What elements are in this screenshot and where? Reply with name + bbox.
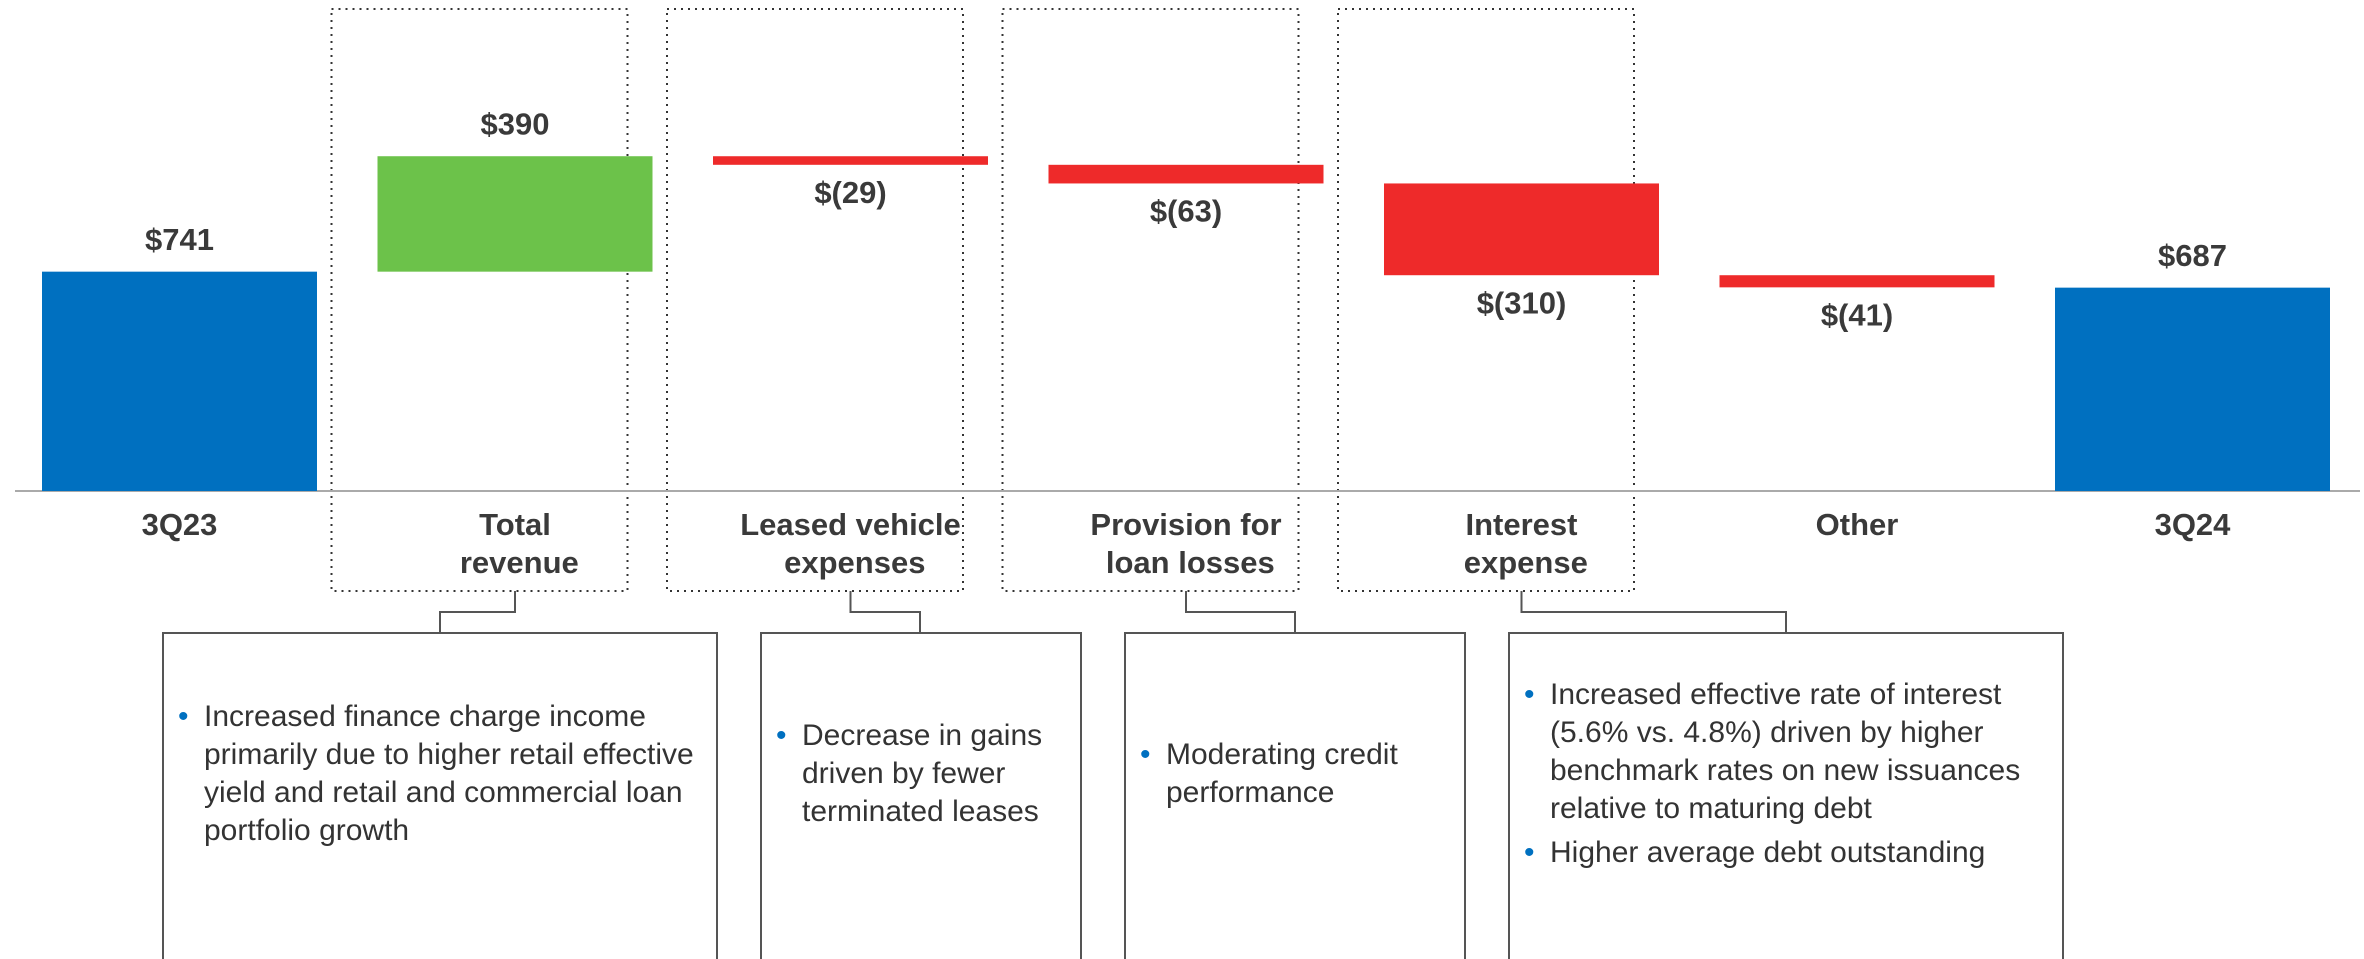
category-frame — [1001, 8, 1300, 592]
bar — [1719, 275, 1995, 288]
note-list: Decrease in gains driven by fewer termin… — [776, 717, 1064, 837]
value-label: $(41) — [1821, 298, 1893, 333]
note-bullet: Increased effective rate of interest (5.… — [1524, 676, 2046, 828]
note-bullet: Higher average debt outstanding — [1524, 834, 2046, 872]
connector — [439, 591, 516, 632]
value-label: $(310) — [1477, 285, 1567, 320]
bar — [1384, 183, 1659, 276]
value-label: $(63) — [1150, 194, 1222, 229]
connector — [1520, 591, 1787, 632]
bar — [377, 156, 653, 272]
category-frame — [666, 8, 964, 592]
category-label: Provision for loan losses — [1090, 507, 1281, 580]
note-box: Decrease in gains driven by fewer termin… — [760, 632, 1082, 959]
category-label: 3Q24 — [2155, 507, 2232, 542]
category-label: Total revenue — [451, 507, 579, 580]
note-list: Moderating credit performance — [1140, 736, 1448, 818]
note-box: Moderating credit performance — [1124, 632, 1466, 959]
note-box: Increased effective rate of interest (5.… — [1508, 632, 2064, 959]
note-bullet: Moderating credit performance — [1140, 736, 1448, 812]
value-label: $741 — [145, 222, 214, 257]
category-frame — [330, 8, 629, 592]
bar — [1048, 164, 1324, 184]
note-list: Increased effective rate of interest (5.… — [1524, 676, 2046, 878]
category-label: Other — [1816, 507, 1899, 542]
value-label: $687 — [2158, 238, 2227, 273]
category-frame — [1337, 8, 1635, 592]
bar — [713, 156, 988, 165]
value-label: $(29) — [814, 175, 886, 210]
bar — [2055, 287, 2330, 491]
note-list: Increased finance charge income primaril… — [178, 698, 700, 856]
category-label: Leased vehicle expenses — [740, 507, 961, 580]
note-bullet: Decrease in gains driven by fewer termin… — [776, 717, 1064, 831]
bar — [42, 271, 317, 491]
category-label: 3Q23 — [142, 507, 218, 542]
value-label: $390 — [481, 106, 550, 141]
connector — [849, 591, 921, 632]
category-label: Interest expense — [1455, 507, 1588, 580]
note-bullet: Increased finance charge income primaril… — [178, 698, 700, 850]
note-box: Increased finance charge income primaril… — [162, 632, 718, 959]
connector — [1185, 591, 1296, 632]
